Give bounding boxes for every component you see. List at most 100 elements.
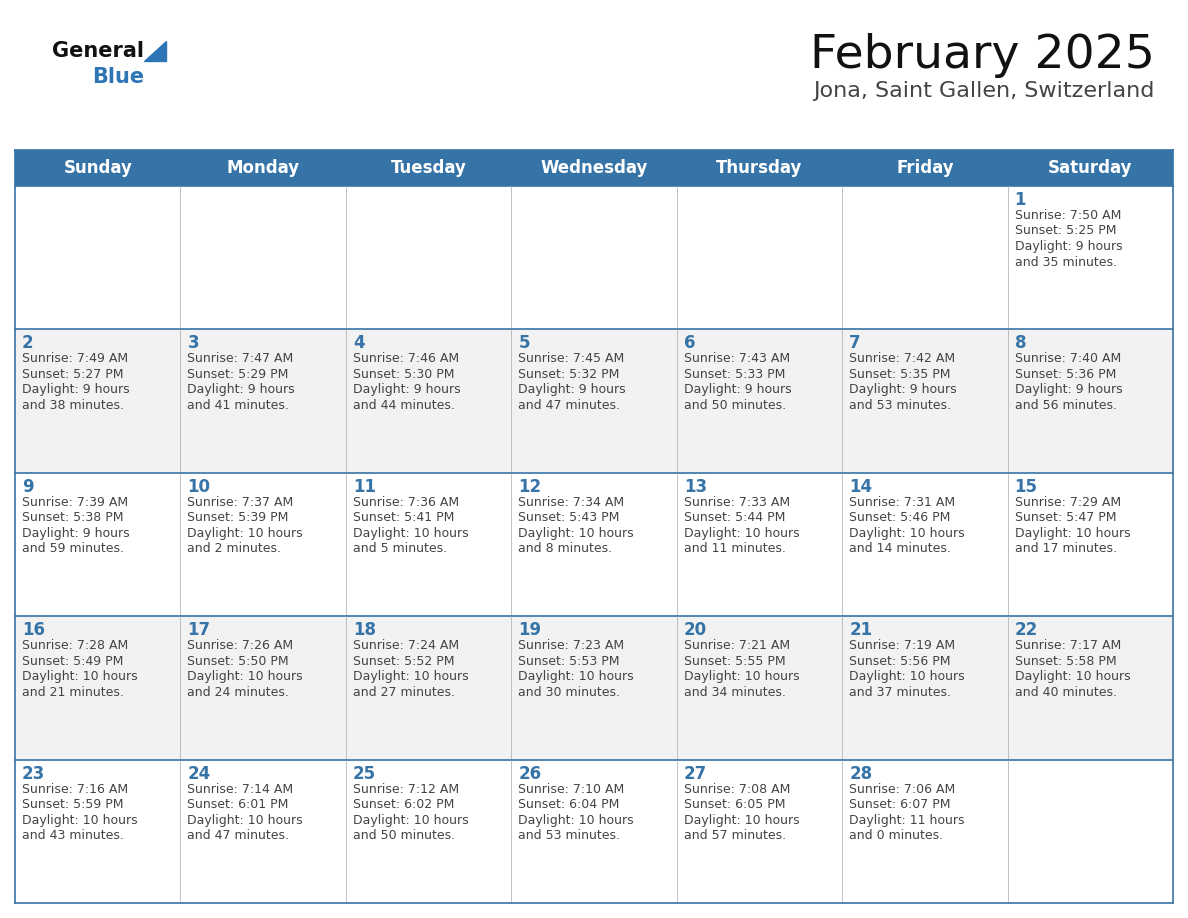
Text: Daylight: 9 hours: Daylight: 9 hours bbox=[23, 527, 129, 540]
Text: 17: 17 bbox=[188, 621, 210, 639]
Text: Daylight: 10 hours: Daylight: 10 hours bbox=[518, 527, 634, 540]
Text: 9: 9 bbox=[23, 477, 33, 496]
Text: Sunrise: 7:21 AM: Sunrise: 7:21 AM bbox=[684, 639, 790, 652]
Text: 14: 14 bbox=[849, 477, 872, 496]
Text: 27: 27 bbox=[684, 765, 707, 783]
Text: and 14 minutes.: and 14 minutes. bbox=[849, 543, 952, 555]
Text: 1: 1 bbox=[1015, 191, 1026, 209]
Text: Sunrise: 7:12 AM: Sunrise: 7:12 AM bbox=[353, 783, 459, 796]
Text: Daylight: 11 hours: Daylight: 11 hours bbox=[849, 813, 965, 826]
Text: Jona, Saint Gallen, Switzerland: Jona, Saint Gallen, Switzerland bbox=[814, 81, 1155, 101]
Text: General: General bbox=[52, 41, 144, 61]
Text: and 56 minutes.: and 56 minutes. bbox=[1015, 399, 1117, 412]
Text: Daylight: 9 hours: Daylight: 9 hours bbox=[1015, 384, 1123, 397]
Text: Sunset: 5:46 PM: Sunset: 5:46 PM bbox=[849, 511, 950, 524]
Text: Sunrise: 7:06 AM: Sunrise: 7:06 AM bbox=[849, 783, 955, 796]
Text: 5: 5 bbox=[518, 334, 530, 353]
Text: Daylight: 10 hours: Daylight: 10 hours bbox=[518, 813, 634, 826]
Text: 18: 18 bbox=[353, 621, 375, 639]
Text: Daylight: 10 hours: Daylight: 10 hours bbox=[518, 670, 634, 683]
Text: Sunrise: 7:36 AM: Sunrise: 7:36 AM bbox=[353, 496, 459, 509]
Text: Daylight: 9 hours: Daylight: 9 hours bbox=[23, 384, 129, 397]
Text: 28: 28 bbox=[849, 765, 872, 783]
Text: Sunset: 5:39 PM: Sunset: 5:39 PM bbox=[188, 511, 289, 524]
Text: Daylight: 9 hours: Daylight: 9 hours bbox=[684, 384, 791, 397]
Text: and 41 minutes.: and 41 minutes. bbox=[188, 399, 290, 412]
Text: Sunset: 5:56 PM: Sunset: 5:56 PM bbox=[849, 655, 950, 667]
Bar bbox=[15, 150, 1173, 186]
Text: Sunset: 6:07 PM: Sunset: 6:07 PM bbox=[849, 798, 950, 812]
Text: Sunrise: 7:39 AM: Sunrise: 7:39 AM bbox=[23, 496, 128, 509]
Text: Sunrise: 7:17 AM: Sunrise: 7:17 AM bbox=[1015, 639, 1120, 652]
Text: Sunrise: 7:40 AM: Sunrise: 7:40 AM bbox=[1015, 353, 1120, 365]
Text: Sunset: 6:05 PM: Sunset: 6:05 PM bbox=[684, 798, 785, 812]
Text: 24: 24 bbox=[188, 765, 210, 783]
Text: Sunrise: 7:46 AM: Sunrise: 7:46 AM bbox=[353, 353, 459, 365]
Text: Sunrise: 7:10 AM: Sunrise: 7:10 AM bbox=[518, 783, 625, 796]
Text: Sunday: Sunday bbox=[63, 159, 132, 177]
Text: Tuesday: Tuesday bbox=[391, 159, 467, 177]
Bar bbox=[15, 473, 1173, 616]
Bar bbox=[15, 616, 1173, 759]
Text: 6: 6 bbox=[684, 334, 695, 353]
Text: Sunset: 5:32 PM: Sunset: 5:32 PM bbox=[518, 368, 620, 381]
Text: and 2 minutes.: and 2 minutes. bbox=[188, 543, 282, 555]
Text: Daylight: 10 hours: Daylight: 10 hours bbox=[684, 813, 800, 826]
Text: Sunrise: 7:33 AM: Sunrise: 7:33 AM bbox=[684, 496, 790, 509]
Text: Sunrise: 7:42 AM: Sunrise: 7:42 AM bbox=[849, 353, 955, 365]
Text: Sunrise: 7:45 AM: Sunrise: 7:45 AM bbox=[518, 353, 625, 365]
Text: Sunrise: 7:08 AM: Sunrise: 7:08 AM bbox=[684, 783, 790, 796]
Text: Sunset: 5:36 PM: Sunset: 5:36 PM bbox=[1015, 368, 1116, 381]
Text: and 38 minutes.: and 38 minutes. bbox=[23, 399, 124, 412]
Text: and 57 minutes.: and 57 minutes. bbox=[684, 829, 785, 842]
Text: Daylight: 10 hours: Daylight: 10 hours bbox=[684, 527, 800, 540]
Text: Sunset: 5:52 PM: Sunset: 5:52 PM bbox=[353, 655, 454, 667]
Text: Sunset: 5:59 PM: Sunset: 5:59 PM bbox=[23, 798, 124, 812]
Text: Daylight: 10 hours: Daylight: 10 hours bbox=[1015, 670, 1130, 683]
Text: and 5 minutes.: and 5 minutes. bbox=[353, 543, 447, 555]
Text: 10: 10 bbox=[188, 477, 210, 496]
Text: and 40 minutes.: and 40 minutes. bbox=[1015, 686, 1117, 699]
Text: Sunrise: 7:29 AM: Sunrise: 7:29 AM bbox=[1015, 496, 1120, 509]
Text: Daylight: 9 hours: Daylight: 9 hours bbox=[353, 384, 461, 397]
Text: Daylight: 10 hours: Daylight: 10 hours bbox=[353, 813, 468, 826]
Text: and 11 minutes.: and 11 minutes. bbox=[684, 543, 785, 555]
Text: and 0 minutes.: and 0 minutes. bbox=[849, 829, 943, 842]
Text: 8: 8 bbox=[1015, 334, 1026, 353]
Text: and 27 minutes.: and 27 minutes. bbox=[353, 686, 455, 699]
Text: and 47 minutes.: and 47 minutes. bbox=[518, 399, 620, 412]
Text: Sunset: 5:43 PM: Sunset: 5:43 PM bbox=[518, 511, 620, 524]
Text: 26: 26 bbox=[518, 765, 542, 783]
Text: and 43 minutes.: and 43 minutes. bbox=[23, 829, 124, 842]
Text: Sunset: 5:27 PM: Sunset: 5:27 PM bbox=[23, 368, 124, 381]
Text: Daylight: 10 hours: Daylight: 10 hours bbox=[188, 813, 303, 826]
Text: Sunrise: 7:19 AM: Sunrise: 7:19 AM bbox=[849, 639, 955, 652]
Text: Blue: Blue bbox=[91, 67, 144, 87]
Text: Daylight: 10 hours: Daylight: 10 hours bbox=[849, 527, 965, 540]
Text: 13: 13 bbox=[684, 477, 707, 496]
Text: Sunset: 5:50 PM: Sunset: 5:50 PM bbox=[188, 655, 289, 667]
Text: Sunset: 5:44 PM: Sunset: 5:44 PM bbox=[684, 511, 785, 524]
Text: Sunset: 6:04 PM: Sunset: 6:04 PM bbox=[518, 798, 620, 812]
Text: 15: 15 bbox=[1015, 477, 1037, 496]
Text: Sunset: 6:02 PM: Sunset: 6:02 PM bbox=[353, 798, 454, 812]
Text: 20: 20 bbox=[684, 621, 707, 639]
Text: Sunset: 5:35 PM: Sunset: 5:35 PM bbox=[849, 368, 950, 381]
Text: 21: 21 bbox=[849, 621, 872, 639]
Text: 4: 4 bbox=[353, 334, 365, 353]
Text: Wednesday: Wednesday bbox=[541, 159, 647, 177]
Text: 3: 3 bbox=[188, 334, 200, 353]
Text: Sunrise: 7:34 AM: Sunrise: 7:34 AM bbox=[518, 496, 625, 509]
Text: Sunrise: 7:47 AM: Sunrise: 7:47 AM bbox=[188, 353, 293, 365]
Text: Sunrise: 7:50 AM: Sunrise: 7:50 AM bbox=[1015, 209, 1121, 222]
Text: 19: 19 bbox=[518, 621, 542, 639]
Bar bbox=[15, 186, 1173, 330]
Text: and 21 minutes.: and 21 minutes. bbox=[23, 686, 124, 699]
Text: Sunrise: 7:24 AM: Sunrise: 7:24 AM bbox=[353, 639, 459, 652]
Text: Daylight: 9 hours: Daylight: 9 hours bbox=[849, 384, 956, 397]
Text: Daylight: 9 hours: Daylight: 9 hours bbox=[1015, 240, 1123, 253]
Text: and 35 minutes.: and 35 minutes. bbox=[1015, 255, 1117, 268]
Text: Sunset: 5:55 PM: Sunset: 5:55 PM bbox=[684, 655, 785, 667]
Text: and 53 minutes.: and 53 minutes. bbox=[849, 399, 952, 412]
Text: and 17 minutes.: and 17 minutes. bbox=[1015, 543, 1117, 555]
